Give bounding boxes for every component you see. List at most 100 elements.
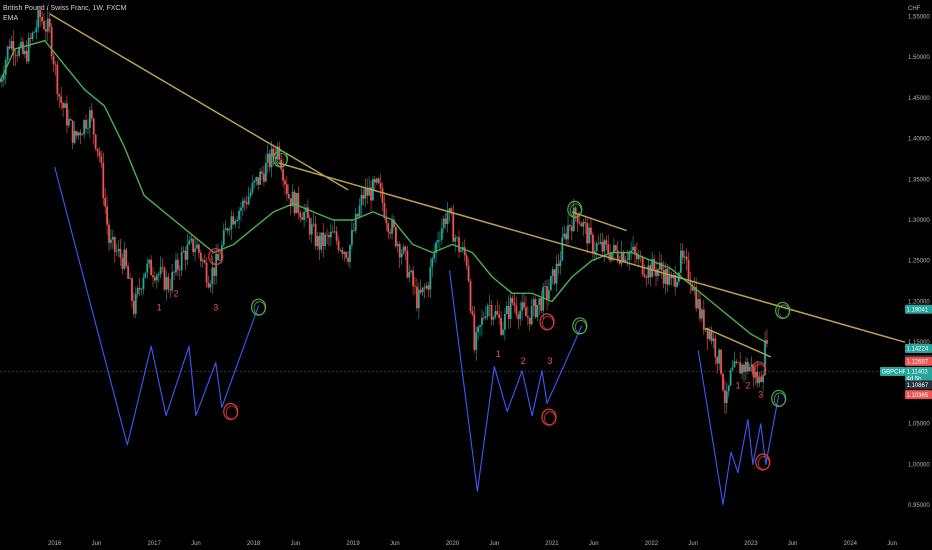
candle-body — [41, 17, 43, 22]
candle-body — [318, 235, 321, 250]
candle-body — [546, 286, 548, 299]
candle-body — [108, 224, 110, 243]
candle-body — [341, 250, 344, 254]
candle-body — [590, 227, 592, 235]
candle-body — [375, 178, 378, 183]
candle-body — [498, 314, 501, 318]
ema-line — [0, 40, 767, 343]
green-circle-marker — [572, 317, 588, 335]
green-circle-marker-inner — [777, 304, 790, 319]
candle-body — [387, 223, 390, 233]
candle-body — [188, 240, 191, 245]
candle-body — [322, 232, 325, 246]
candle-body — [259, 171, 262, 185]
candle-body — [132, 300, 135, 314]
candle-body — [234, 221, 237, 225]
candle-body — [25, 50, 28, 62]
candle-body — [685, 256, 688, 260]
candle-body — [209, 283, 212, 288]
candle-body — [379, 183, 382, 189]
candle-body — [398, 244, 401, 258]
price-tag-box — [880, 367, 905, 377]
candle-body — [504, 313, 506, 330]
candle-body — [75, 130, 78, 136]
candle-body — [641, 256, 644, 275]
candle-body — [48, 18, 51, 27]
wave-count-label: 3 — [758, 390, 763, 400]
candle-body — [544, 286, 546, 288]
candle-body — [232, 216, 235, 225]
candle-body — [79, 132, 82, 136]
candle-body — [222, 230, 225, 246]
projection-2-line — [448, 270, 583, 492]
candle-body — [329, 231, 332, 238]
price-tag-text: 1.10867 — [907, 383, 929, 389]
candle-body — [16, 55, 19, 56]
candle-body — [373, 179, 376, 183]
candle-body — [557, 263, 560, 267]
candle-body — [245, 202, 248, 205]
candle-body — [71, 120, 74, 143]
candle-body — [710, 331, 713, 342]
candle-body — [297, 192, 300, 213]
candle-body — [760, 376, 763, 383]
candle-body — [29, 37, 32, 40]
candle-body — [584, 221, 587, 224]
candle-body — [211, 267, 214, 284]
candle-body — [764, 340, 766, 375]
candle-body — [605, 240, 608, 245]
candle-body — [127, 266, 130, 279]
candle-body — [50, 26, 53, 56]
candle-body — [217, 253, 219, 261]
green-circle-marker-inner — [574, 320, 587, 334]
candle-body — [534, 299, 537, 318]
x-tick-label: 2019 — [346, 541, 360, 547]
candle-body — [494, 311, 497, 318]
candle-body — [113, 237, 116, 252]
symbol-title[interactable]: British Pound / Swiss Franc, 1W, FXCM — [3, 5, 127, 12]
candle-body — [517, 314, 520, 320]
candle-body — [722, 373, 724, 391]
candle-body — [492, 317, 495, 320]
y-tick-label: 1.45000 — [908, 96, 930, 102]
wave-count-label: 2 — [174, 289, 179, 299]
candle-body — [437, 240, 439, 243]
candle-body — [567, 225, 569, 240]
y-tick-label: 1.00000 — [908, 462, 930, 468]
candle-body — [175, 259, 177, 273]
candle-body — [613, 245, 615, 253]
candle-body — [565, 233, 568, 240]
candle-body — [743, 364, 745, 372]
candle-body — [14, 54, 17, 56]
x-tick-label: Jun — [191, 541, 201, 547]
price-axis[interactable]: CHF 1.55000 1.50000 1.45000 1.40000 1.35000 1.… — [908, 6, 930, 509]
candle-body — [285, 184, 288, 194]
candle-body — [477, 326, 480, 333]
candle-body — [622, 252, 625, 262]
candle-body — [58, 93, 61, 97]
projection-3-line — [697, 350, 780, 505]
candle-body — [253, 180, 256, 183]
candle-body — [230, 216, 233, 230]
green-circle-marker — [775, 301, 791, 320]
ema-indicator-label[interactable]: EMA — [3, 15, 19, 22]
candle-body — [184, 250, 187, 260]
candle-body — [196, 244, 198, 249]
candle-body — [668, 275, 671, 285]
candle-body — [333, 231, 336, 233]
time-axis[interactable]: 2016 Jun 2017 Jun 2018 Jun 2019 Jun 2020 Jun 2021 J… — [48, 541, 897, 547]
candle-body — [693, 287, 696, 291]
candle-body — [507, 306, 510, 320]
candle-body — [337, 240, 340, 251]
candle-body — [626, 259, 629, 261]
candle-body — [599, 241, 602, 244]
candle-body — [347, 257, 349, 262]
red-circle-marker-inner — [542, 315, 554, 330]
candle-body — [92, 118, 95, 135]
candle-body — [662, 269, 665, 284]
candle-body — [718, 349, 721, 364]
candle-body — [90, 110, 93, 119]
candle-body — [52, 55, 55, 65]
